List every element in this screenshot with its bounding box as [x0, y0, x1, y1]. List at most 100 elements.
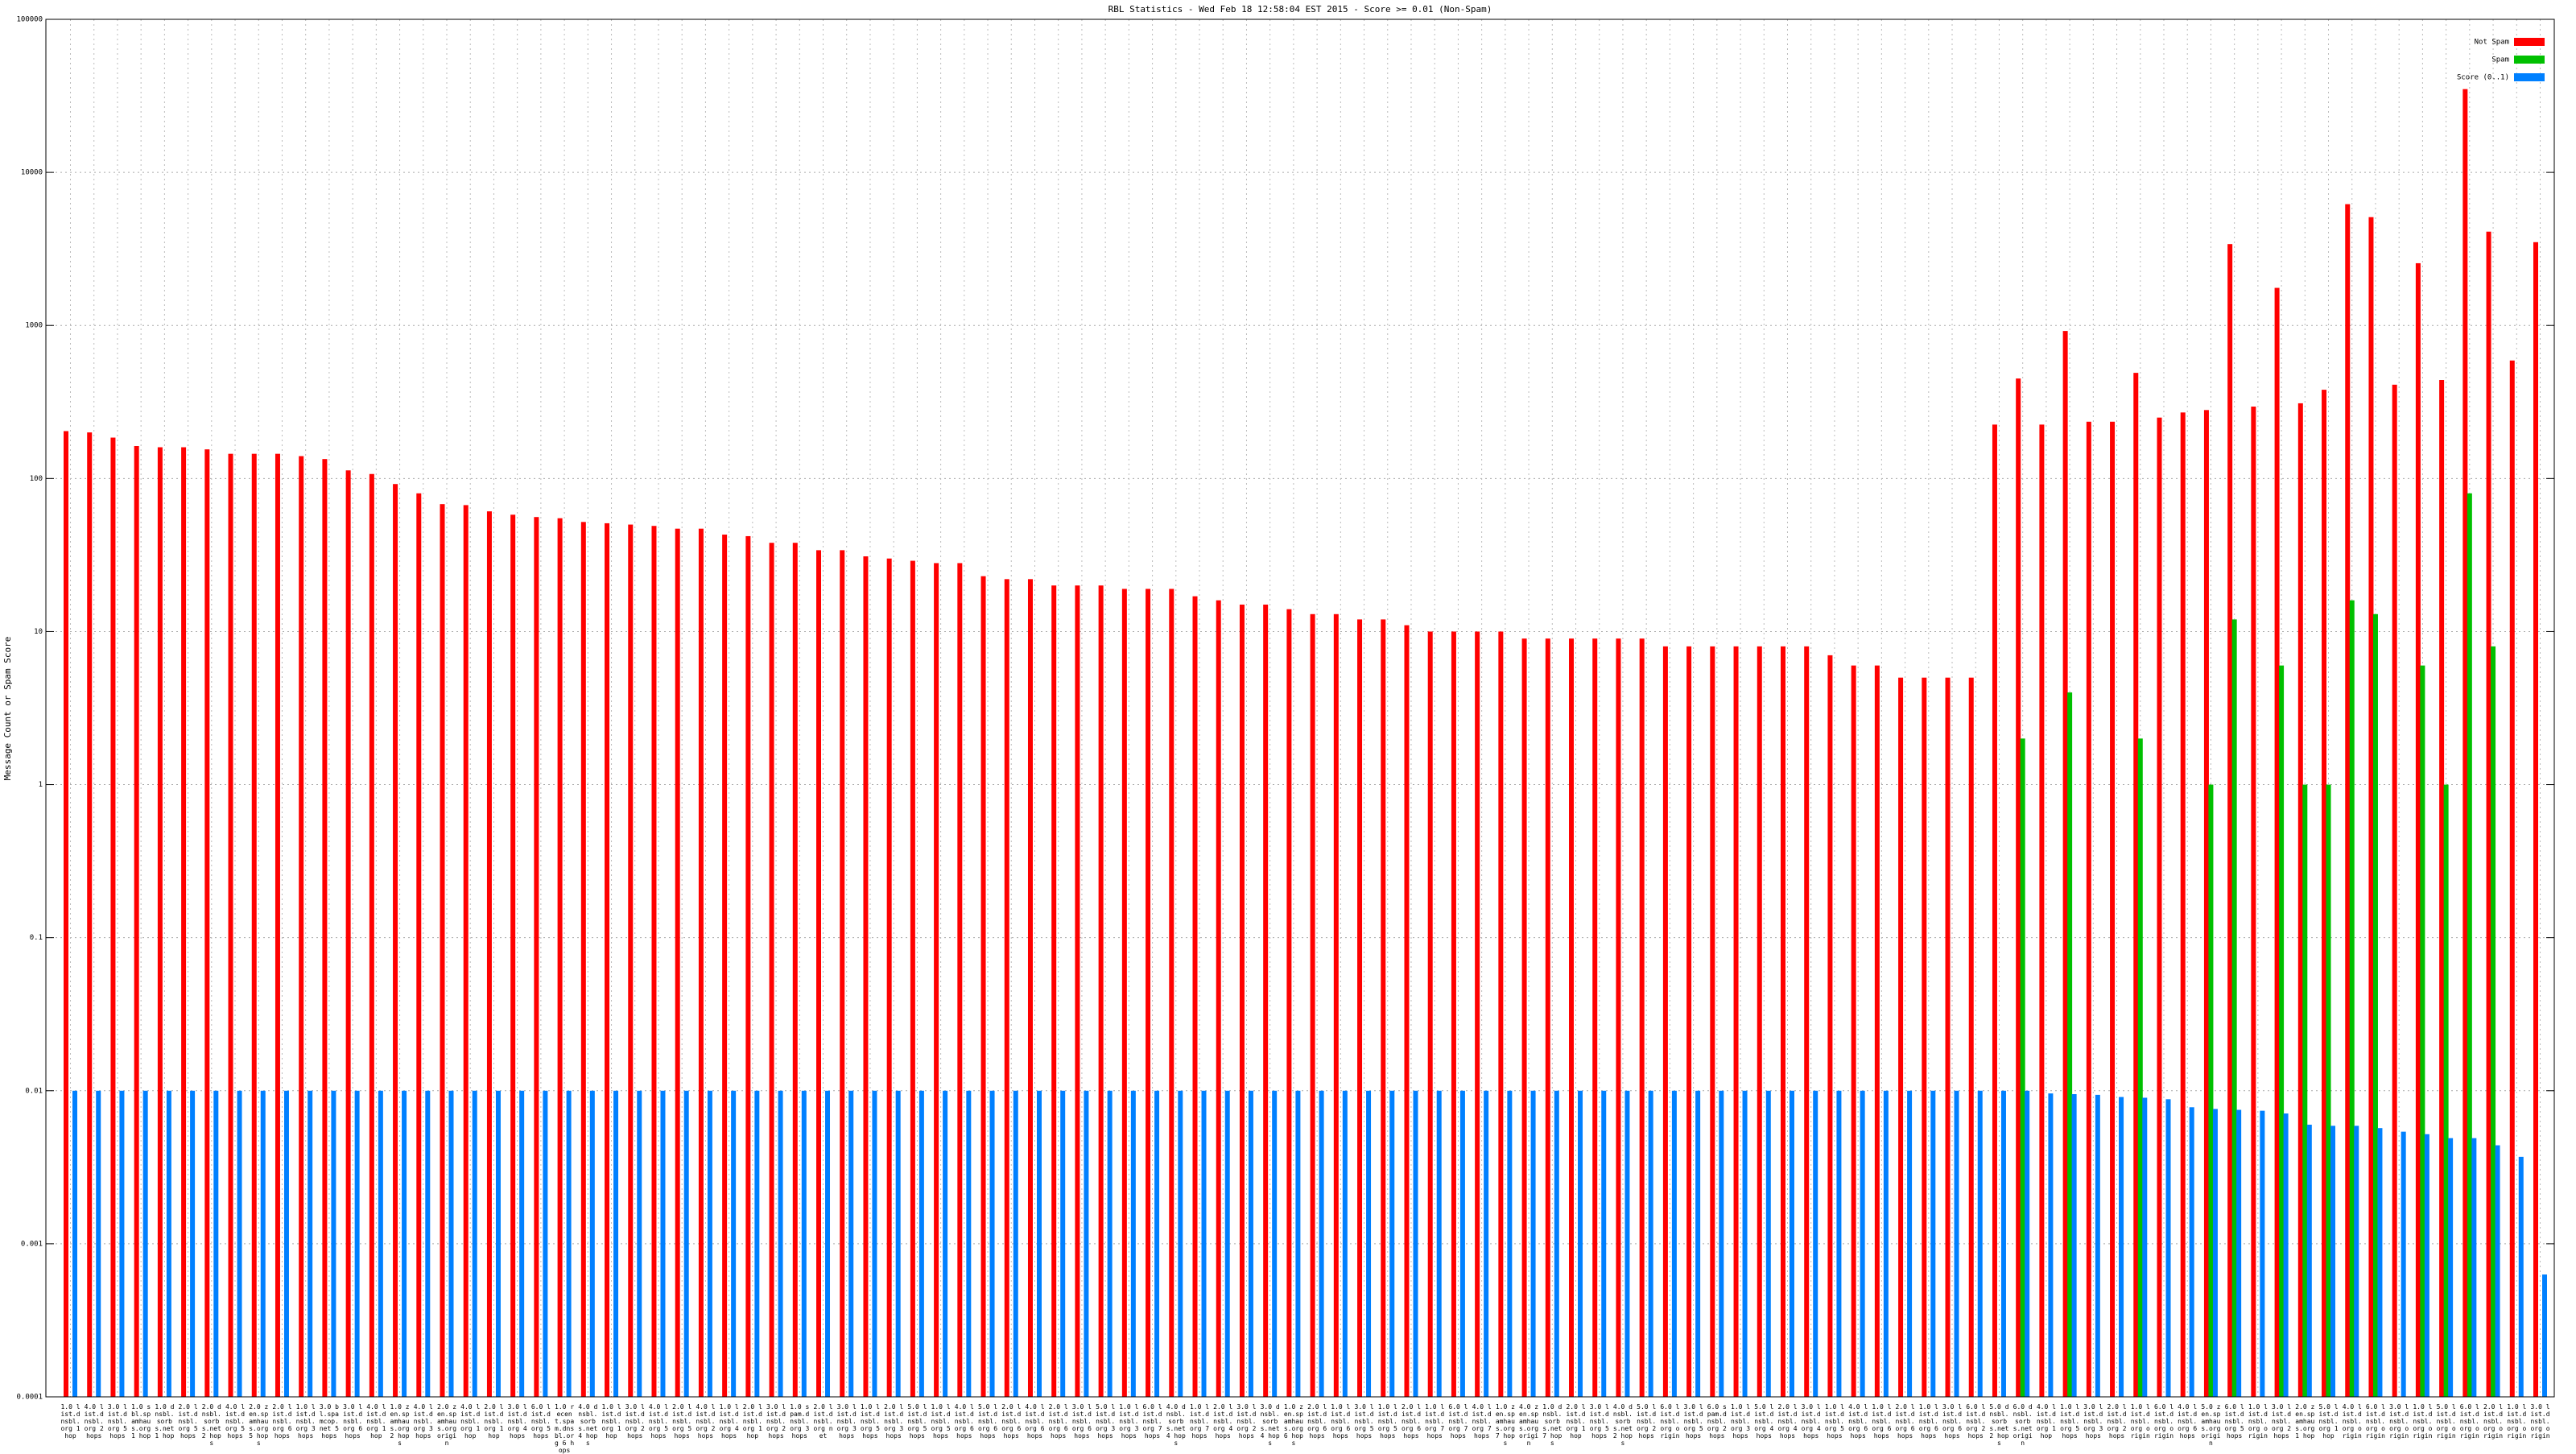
x-tick-label: 5.0 dnsbl.sorbs.net 2 hops	[1989, 1403, 2009, 1447]
bar	[72, 1090, 77, 1397]
bar	[1922, 677, 1927, 1397]
bar	[2322, 390, 2327, 1398]
x-tick-label: 3.0 list.dnsbl.org 3 hops	[2083, 1403, 2103, 1440]
x-tick-label: 1.0 list.dnsbl.org 6 hops	[1872, 1403, 1892, 1440]
x-tick-label: 2.0 list.dnsbl.org 1 hop	[1566, 1403, 1586, 1440]
y-tick-label: 10	[34, 628, 43, 636]
bar	[543, 1090, 548, 1397]
bar	[628, 524, 634, 1397]
bar	[1545, 638, 1550, 1397]
bar	[1977, 1090, 1983, 1397]
bar	[534, 517, 539, 1397]
x-tick-label: 1.0 list.dnsbl.org 3 hops	[295, 1403, 316, 1440]
bar	[1827, 655, 1833, 1397]
bar	[1578, 1090, 1583, 1397]
bar	[2251, 407, 2256, 1398]
y-tick-label: 1000	[25, 322, 43, 330]
bar	[1836, 1090, 1842, 1397]
bar	[2326, 784, 2331, 1397]
bar	[1686, 646, 1692, 1397]
chart-title: RBL Statistics - Wed Feb 18 12:58:04 EST…	[1108, 4, 1492, 14]
bar	[402, 1090, 407, 1397]
bar	[872, 1090, 877, 1397]
bar	[190, 1090, 196, 1397]
bar	[2491, 646, 2496, 1397]
bar	[2142, 1097, 2148, 1397]
bar	[1154, 1090, 1160, 1397]
x-tick-label: 2.0 list.dnsbl.org 4 hops	[1777, 1403, 1798, 1440]
plot-frame	[45, 19, 2555, 1398]
x-tick-label: 3.0 bl.spamcop.net 5 hops	[319, 1403, 339, 1440]
x-tick-label: 6.0 dnsbl.sorbs.net origin	[2013, 1403, 2033, 1447]
bar	[2495, 1145, 2500, 1397]
x-tick-label: 6.0 list.dnsbl.org origin	[2153, 1403, 2174, 1440]
x-tick-label: 1.0 recent.spam.dnsbl.org 6 hops	[555, 1403, 575, 1454]
bar	[251, 453, 257, 1397]
bar	[1624, 1090, 1630, 1397]
bar	[1060, 1090, 1066, 1397]
x-tick-label: 4.0 zen.spamhaus.org origin	[1519, 1403, 1539, 1447]
y-axis-label: Message Count or Spam Score	[2, 637, 13, 781]
bar	[1521, 638, 1527, 1397]
bar	[519, 1090, 525, 1397]
bar	[1216, 600, 1221, 1397]
x-tick-label: 1.0 sbl.spamhaus.org 1 hop	[131, 1403, 151, 1440]
x-tick-label: 1.0 list.dnsbl.org origin	[2248, 1403, 2268, 1440]
bar	[1945, 677, 1951, 1397]
bar	[2420, 665, 2425, 1397]
bar	[589, 1090, 595, 1397]
bar	[566, 1090, 572, 1397]
bar	[204, 449, 210, 1397]
bar	[283, 1090, 289, 1397]
x-tick-label: 6.0 list.dnsbl.org 7 hops	[1448, 1403, 1468, 1440]
bar	[1954, 1090, 1959, 1397]
bar	[2227, 244, 2233, 1398]
x-tick-label: 2.0 dnsbl.sorbs.net 2 hops	[201, 1403, 221, 1447]
bar	[96, 1090, 101, 1397]
bar	[2509, 360, 2515, 1398]
bar	[722, 535, 728, 1397]
bar	[2372, 613, 2378, 1397]
bar	[2095, 1094, 2100, 1397]
bar	[1780, 646, 1785, 1397]
bar	[801, 1090, 807, 1397]
bar	[2424, 1134, 2429, 1397]
x-tick-label: 4.0 list.dnsbl.org 1 hop	[460, 1403, 481, 1440]
x-tick-label: 3.0 list.dnsbl.org 6 hops	[1942, 1403, 1963, 1440]
x-tick-label: 3.0 list.dnsbl.org 2 hops	[1236, 1403, 1257, 1440]
x-tick-label: 3.0 list.dnsbl.org 6 hops	[343, 1403, 363, 1440]
x-tick-label: 1.0 list.dnsbl.org 5 hops	[1377, 1403, 1397, 1440]
y-tick-label: 100000	[16, 16, 43, 24]
bar	[1765, 1090, 1771, 1397]
x-tick-label: 3.0 list.dnsbl.org 3 hops	[836, 1403, 857, 1440]
x-tick-label: 4.0 dnsbl.sorbs.net 4 hops	[1166, 1403, 1186, 1447]
bar	[1427, 631, 1433, 1397]
x-tick-label: 2.0 list.dnsbl.org net	[813, 1403, 833, 1440]
bar	[651, 526, 657, 1398]
y-tick-label: 1	[39, 781, 43, 789]
x-tick-label: 2.0 list.dnsbl.org 6 hops	[272, 1403, 292, 1440]
x-tick-label: 6.0 list.dnsbl.org 2 hops	[1966, 1403, 1986, 1440]
bar	[1319, 1090, 1324, 1397]
x-tick-label: 1.0 list.dnsbl.org 7 hops	[1189, 1403, 1210, 1440]
bar	[166, 1090, 171, 1397]
x-tick-label: 4.0 list.dnsbl.org 7 hops	[1472, 1403, 1492, 1440]
x-tick-label: 4.0 list.dnsbl.org origin	[2342, 1403, 2362, 1440]
x-tick-label: 4.0 list.dnsbl.org 2 hops	[696, 1403, 716, 1440]
x-tick-label: 4.0 list.dnsbl.org 2 hops	[84, 1403, 104, 1440]
x-tick-label: 5.0 list.dnsbl.org 4 hops	[1754, 1403, 1774, 1440]
bar	[1366, 1090, 1372, 1397]
bar	[840, 550, 845, 1397]
bar	[378, 1090, 383, 1397]
y-tick-label: 100	[30, 475, 43, 483]
bar	[1404, 625, 1410, 1397]
legend-label: Not Spam	[2475, 39, 2509, 47]
bar	[1436, 1090, 1442, 1397]
bar	[919, 1090, 924, 1397]
x-tick-label: 1.0 list.dnsbl.org 5 hops	[860, 1403, 880, 1440]
x-tick-label: 3.0 list.dnsbl.org 2 hops	[625, 1403, 645, 1440]
x-tick-label: 6.0 list.dnsbl.org 5 hops	[530, 1403, 551, 1440]
bar	[2025, 1090, 2030, 1397]
